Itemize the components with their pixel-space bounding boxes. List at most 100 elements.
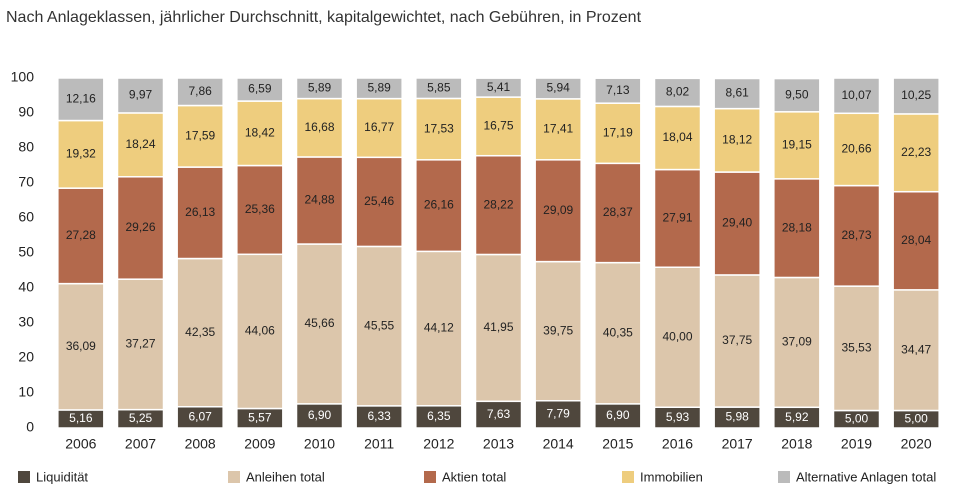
value-label: 5,00 xyxy=(904,411,928,425)
value-label: 17,53 xyxy=(424,121,454,135)
bar-segment xyxy=(534,77,582,100)
value-label: 28,22 xyxy=(483,197,513,211)
bar-segment xyxy=(773,77,821,113)
value-label: 5,57 xyxy=(248,410,272,424)
bar-segment xyxy=(176,257,224,408)
chart-title: Nach Anlageklassen, jährlicher Durchschn… xyxy=(6,9,642,26)
bar-segment xyxy=(653,168,702,268)
value-label: 28,04 xyxy=(901,233,931,247)
bar-segment xyxy=(116,278,165,411)
bar-segment xyxy=(474,96,523,157)
value-label: 5,41 xyxy=(487,80,511,94)
value-label: 5,85 xyxy=(427,80,451,94)
y-tick-label: 80 xyxy=(18,139,34,155)
y-tick-label: 0 xyxy=(26,419,34,435)
bar-segment xyxy=(236,164,284,256)
bar-segment xyxy=(176,166,224,260)
value-label: 6,90 xyxy=(308,408,332,422)
bar-segment xyxy=(295,243,344,405)
legend-swatch xyxy=(622,471,634,483)
y-tick-label: 30 xyxy=(18,314,34,330)
bar-segment xyxy=(176,77,224,107)
y-tick-label: 60 xyxy=(18,209,34,225)
value-label: 18,12 xyxy=(722,133,752,147)
bar-segment xyxy=(415,250,463,407)
bar-segment xyxy=(57,282,105,411)
value-label: 18,42 xyxy=(245,125,275,139)
bar-segment xyxy=(295,403,344,429)
x-tick-label: 2017 xyxy=(722,436,753,452)
bar-segment xyxy=(116,112,165,178)
bar-segment xyxy=(594,162,642,264)
bar-segment xyxy=(594,403,642,429)
value-label: 5,89 xyxy=(367,80,391,94)
x-tick-label: 2012 xyxy=(423,436,454,452)
value-label: 27,91 xyxy=(662,211,692,225)
value-label: 29,26 xyxy=(125,220,155,234)
bar-segment xyxy=(415,159,463,253)
legend-label: Alternative Anlagen total xyxy=(796,469,936,484)
value-label: 17,19 xyxy=(603,125,633,139)
value-label: 44,12 xyxy=(424,321,454,335)
legend-label: Aktien total xyxy=(442,469,506,484)
bar-segment xyxy=(534,260,582,402)
bar-segment xyxy=(474,253,523,403)
bar-segment xyxy=(713,77,761,110)
legend-swatch xyxy=(778,471,790,483)
bar-segment xyxy=(57,119,105,189)
bar-segment xyxy=(236,77,284,102)
value-label: 9,97 xyxy=(129,88,153,102)
bar-segment xyxy=(892,77,940,115)
value-label: 29,40 xyxy=(722,216,752,230)
legend-label: Immobilien xyxy=(640,469,703,484)
value-label: 45,55 xyxy=(364,318,394,332)
y-tick-label: 10 xyxy=(18,384,34,400)
y-tick-label: 90 xyxy=(18,104,34,120)
x-tick-label: 2015 xyxy=(602,436,633,452)
bar-segment xyxy=(653,266,702,408)
bar-segment xyxy=(713,107,761,173)
bar-segment xyxy=(355,156,403,248)
bar-segment xyxy=(236,100,284,167)
value-label: 20,66 xyxy=(841,142,871,156)
value-label: 5,25 xyxy=(129,411,153,425)
bar-segment xyxy=(653,105,702,171)
value-label: 8,02 xyxy=(666,85,690,99)
value-label: 26,16 xyxy=(424,198,454,212)
x-tick-label: 2013 xyxy=(483,436,514,452)
bar-segment xyxy=(474,154,523,256)
value-label: 39,75 xyxy=(543,323,573,337)
value-label: 35,53 xyxy=(841,340,871,354)
bar-segment xyxy=(116,176,165,280)
value-label: 42,35 xyxy=(185,325,215,339)
value-label: 40,35 xyxy=(603,325,633,339)
value-label: 10,07 xyxy=(841,88,871,102)
bar-segment xyxy=(773,276,821,409)
value-label: 26,13 xyxy=(185,205,215,219)
value-label: 16,77 xyxy=(364,120,394,134)
legend-swatch xyxy=(424,471,436,483)
value-label: 19,32 xyxy=(66,147,96,161)
legend-label: Anleihen total xyxy=(246,469,325,484)
legend-swatch xyxy=(18,471,30,483)
bar-segment xyxy=(653,77,702,108)
bar-segment xyxy=(773,111,821,180)
x-tick-label: 2009 xyxy=(244,436,275,452)
value-label: 7,86 xyxy=(188,84,212,98)
value-label: 29,09 xyxy=(543,203,573,217)
bar-segment xyxy=(713,171,761,276)
bar-segment xyxy=(892,190,940,291)
value-label: 5,93 xyxy=(666,410,690,424)
bar-segment xyxy=(236,253,284,410)
bar-segment xyxy=(57,77,105,122)
value-label: 34,47 xyxy=(901,342,931,356)
y-tick-label: 40 xyxy=(18,279,34,295)
bar-segment xyxy=(594,261,642,405)
value-label: 7,13 xyxy=(606,83,630,97)
x-tick-label: 2007 xyxy=(125,436,156,452)
value-label: 5,00 xyxy=(845,411,869,425)
value-label: 17,59 xyxy=(185,128,215,142)
y-tick-label: 100 xyxy=(11,69,35,85)
value-label: 6,07 xyxy=(188,410,212,424)
